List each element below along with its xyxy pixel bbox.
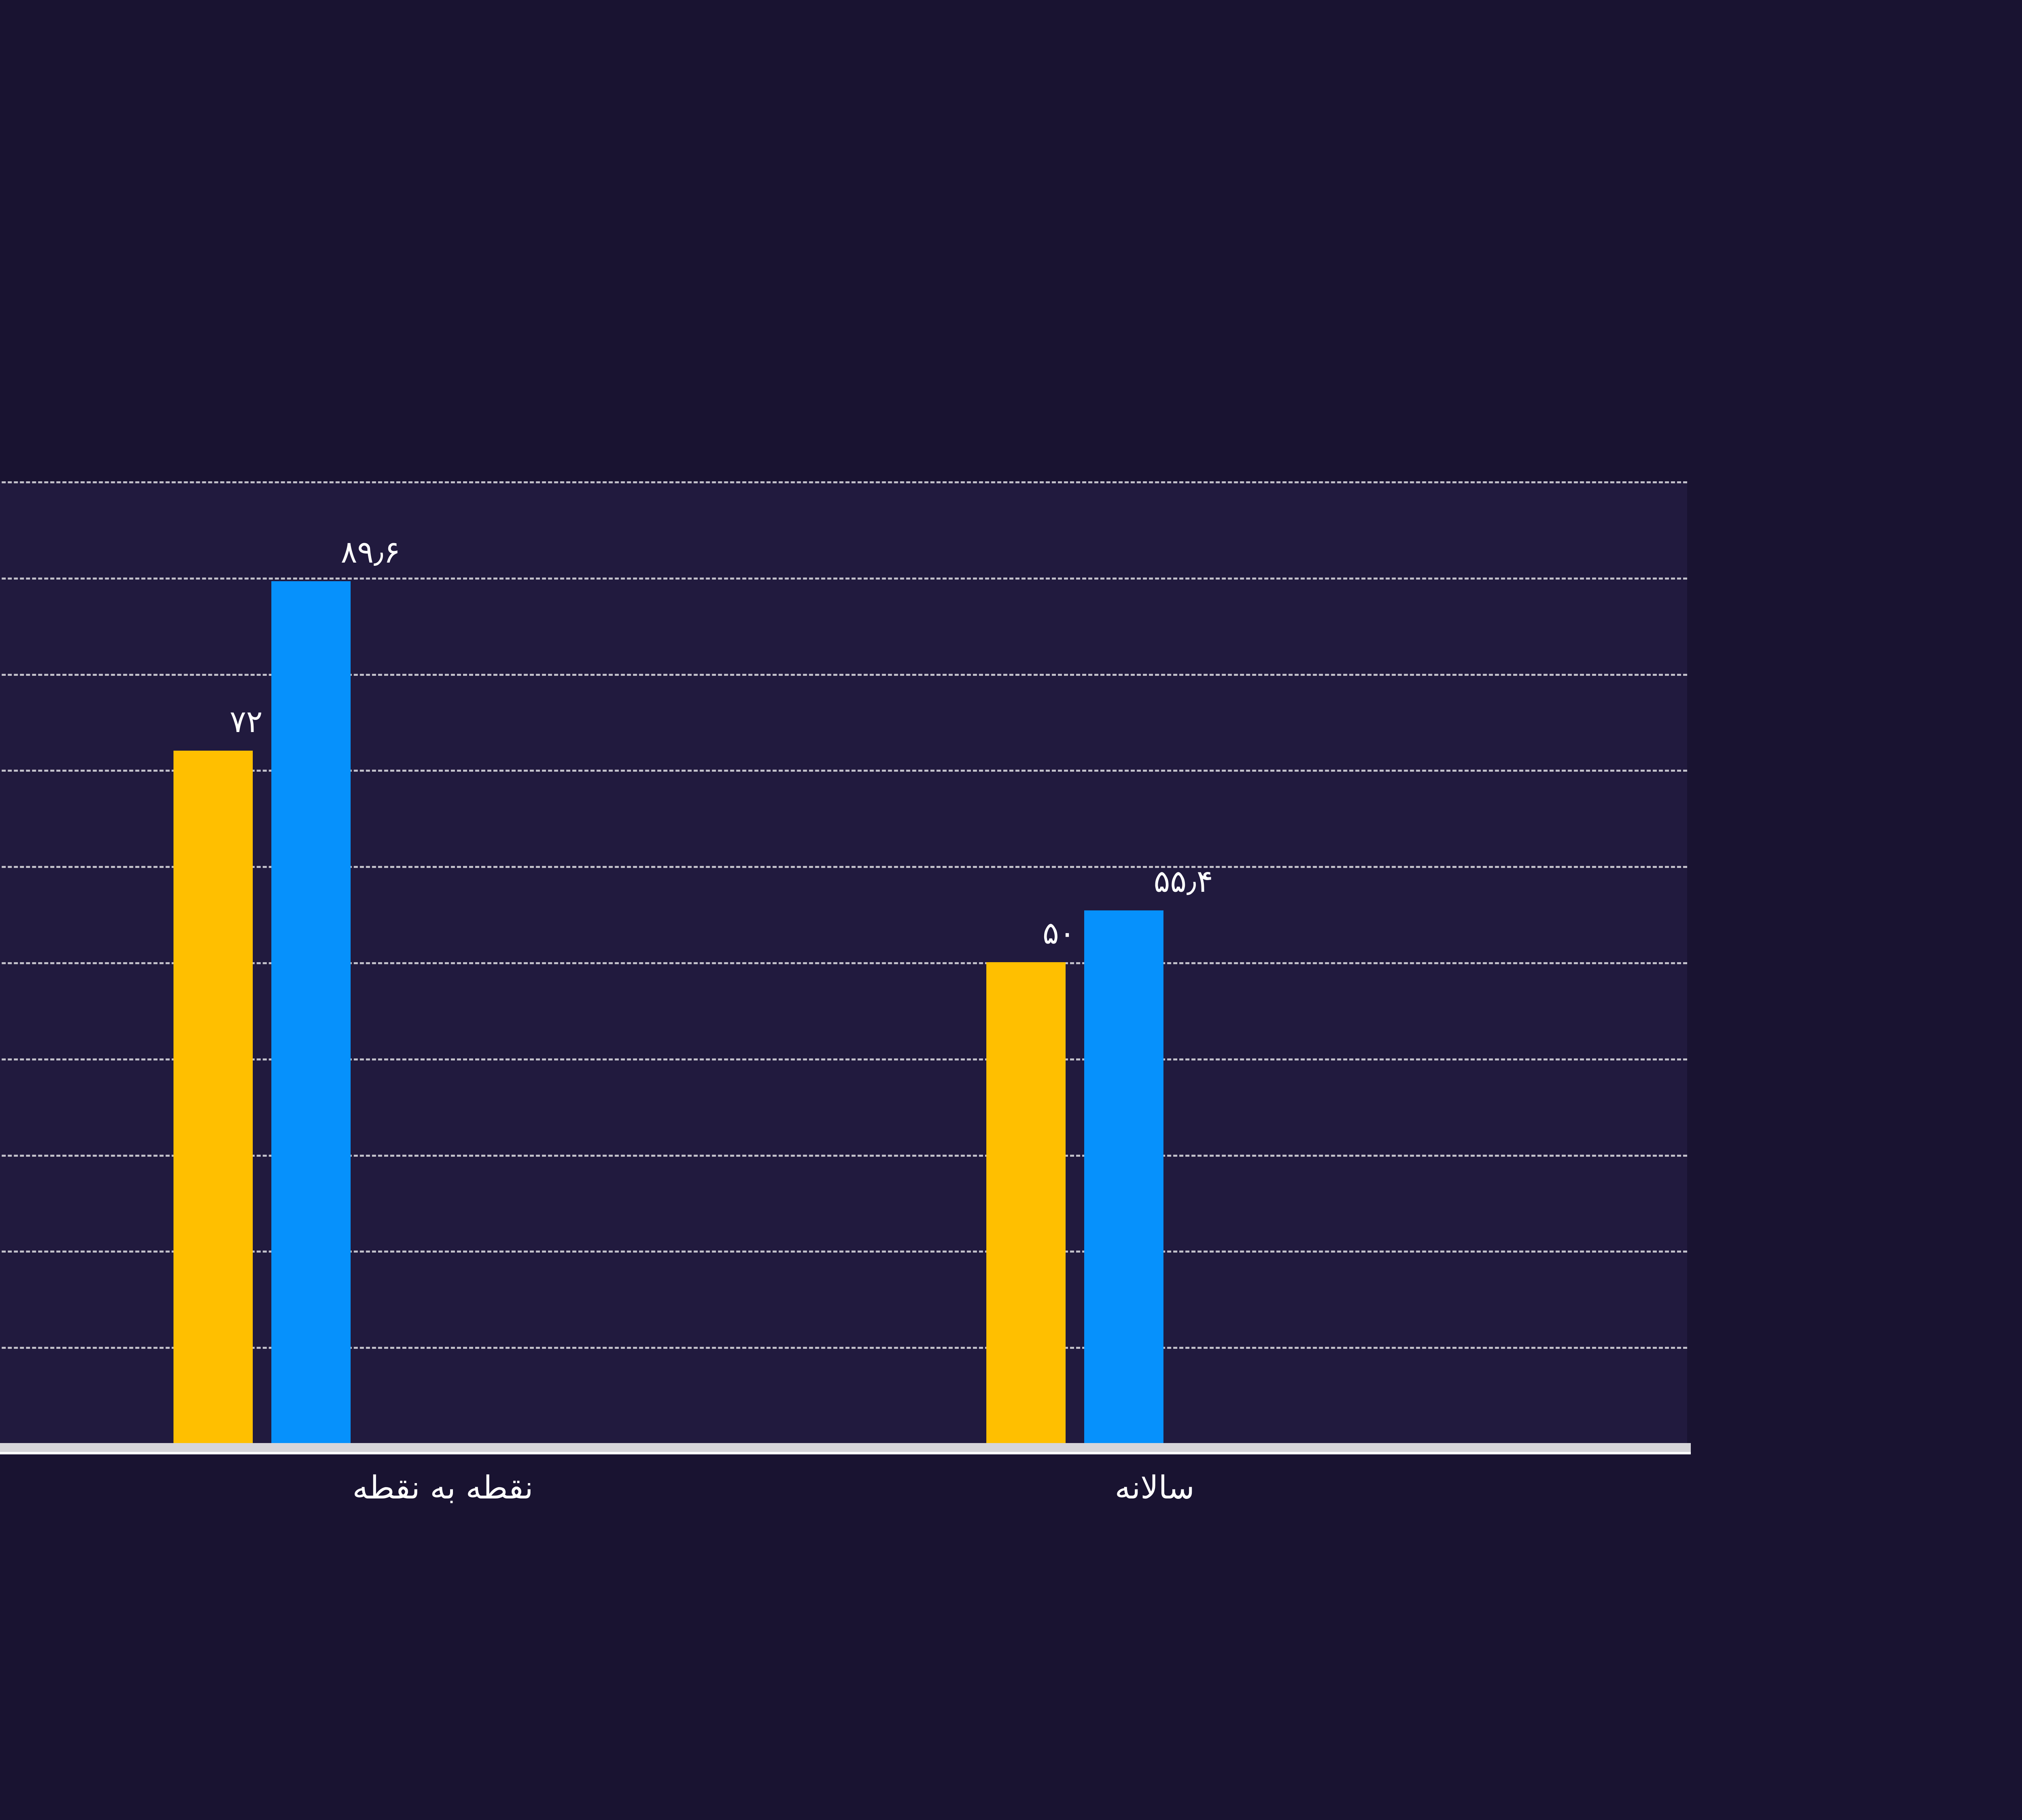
bar-azar-2[interactable] (986, 962, 1066, 1443)
gridline (0, 962, 1687, 964)
x-axis-category-label: نقطه به نقطه (352, 1470, 533, 1506)
gridline (0, 866, 1687, 868)
bar-dey-1[interactable] (271, 581, 351, 1443)
chart-legend: دی آذر (0, 398, 1694, 428)
bar-value-label: ۸۹٫۶ (341, 534, 400, 570)
bar-value-label: ۷۲ (229, 703, 263, 739)
gridline (0, 1347, 1687, 1349)
gridline (0, 577, 1687, 580)
bar-azar-1[interactable] (173, 750, 253, 1443)
gridline (0, 770, 1687, 772)
bar-value-label: ۵۰ (1042, 915, 1076, 951)
x-axis-baseline (0, 1443, 1691, 1454)
x-axis-category-label: سالانه (1115, 1470, 1195, 1506)
bar-value-label: ۵۵٫۴ (1153, 863, 1213, 899)
gridline (0, 1154, 1687, 1157)
chart-title-row: تورم اقلام خوراکی در دی ۱۴۰۴ (واحد: درصد… (0, 174, 1723, 244)
bar-dey-2[interactable] (1084, 910, 1163, 1443)
gridline (0, 481, 1687, 483)
gridline (0, 1251, 1687, 1253)
gridline (0, 673, 1687, 676)
gridline (0, 1058, 1687, 1060)
